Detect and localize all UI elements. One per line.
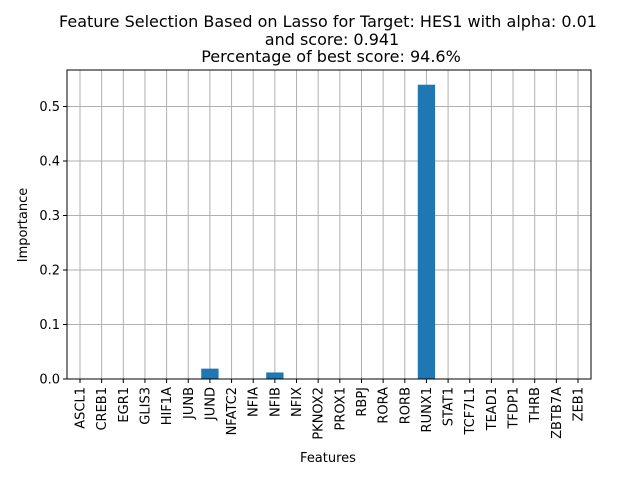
y-tick-label: 0.3 (39, 209, 60, 224)
x-tick-label: STAT1 (442, 387, 457, 426)
y-tick-label: 0.2 (39, 264, 60, 279)
y-tick-label: 0.4 (39, 155, 60, 170)
y-tick-label: 0.1 (39, 318, 60, 333)
x-tick-label: HIF1A (160, 387, 175, 425)
x-tick-label: TEAD1 (485, 387, 500, 431)
chart-title-line-1: Feature Selection Based on Lasso for Tar… (59, 12, 597, 31)
x-tick-label: ZEB1 (572, 387, 587, 421)
x-tick-label: RBPJ (355, 387, 370, 417)
x-tick-label: PROX1 (333, 387, 348, 430)
x-tick-label: ASCL1 (73, 387, 88, 429)
x-tick-label: ZBTB7A (550, 387, 565, 439)
x-tick-label: JUNB (182, 387, 197, 420)
x-tick-label: JUND (203, 387, 218, 421)
x-axis-label: Features (300, 451, 356, 466)
x-tick-label: NFATC2 (225, 387, 240, 435)
y-tick-label: 0.5 (39, 100, 60, 115)
x-tick-label: EGR1 (117, 387, 132, 423)
x-tick-label: RORA (377, 387, 392, 424)
bar-jund (201, 368, 219, 379)
x-tick-label: PKNOX2 (312, 387, 327, 440)
y-axis: 0.0 0.1 0.2 0.3 0.4 0.5 (39, 100, 67, 388)
y-tick-label: 0.0 (39, 373, 60, 388)
x-tick-label: TFDP1 (507, 387, 522, 430)
x-tick-label: NFIA (247, 387, 262, 417)
x-tick-label: RUNX1 (420, 387, 435, 432)
x-tick-label: NFIX (290, 387, 305, 417)
grid (67, 70, 591, 380)
x-tick-label: NFIB (268, 387, 283, 417)
y-axis-label: Importance (16, 188, 31, 263)
chart-title: Feature Selection Based on Lasso for Tar… (59, 12, 597, 66)
bar-nfib (266, 372, 284, 379)
x-tick-label: GLIS3 (138, 387, 153, 425)
x-tick-label: RORB (398, 387, 413, 424)
x-tick-label: TCF7L1 (463, 387, 478, 436)
x-tick-label: THRB (528, 387, 543, 424)
bars (201, 84, 436, 379)
chart-title-line-2: and score: 0.941 (265, 30, 399, 49)
x-axis: ASCL1 CREB1 EGR1 GLIS3 HIF1A JUNB JUND NFATC2 NF… (73, 379, 587, 440)
chart-title-line-3: Percentage of best score: 94.6% (201, 47, 461, 66)
x-tick-label: CREB1 (95, 387, 110, 431)
bar-runx1 (417, 84, 436, 379)
plot-area-frame (66, 69, 592, 380)
